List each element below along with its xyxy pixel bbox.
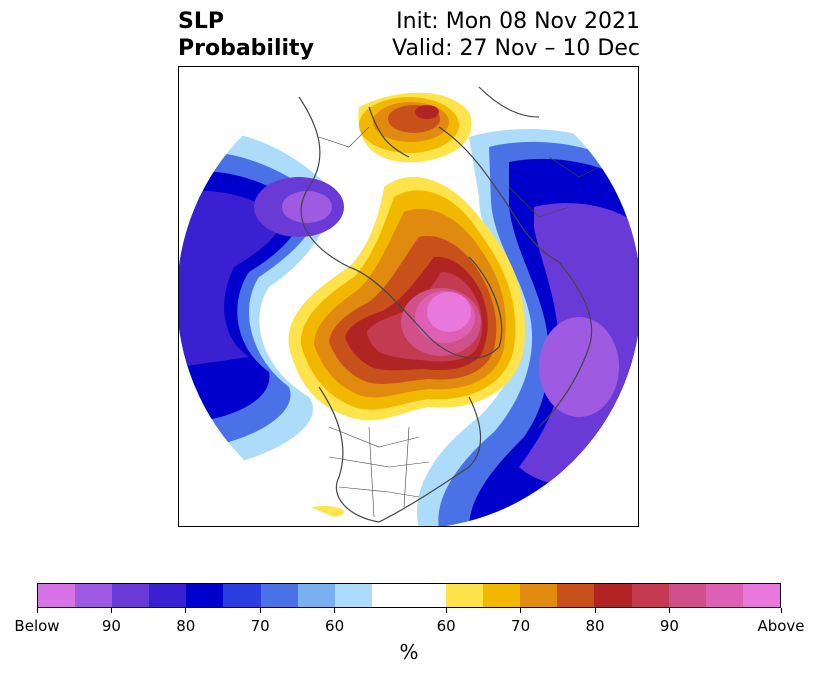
init-date: Init: Mon 08 Nov 2021 xyxy=(396,9,640,34)
colorbar-tick xyxy=(259,608,261,613)
colorbar-segment xyxy=(334,584,372,607)
title-line-1: SLP xyxy=(178,9,224,34)
colorbar-segment xyxy=(38,584,76,607)
probability-map xyxy=(179,67,638,526)
forecast-dates: Init: Mon 08 Nov 2021 Valid: 27 Nov – 10… xyxy=(392,8,640,62)
colorbar-segment xyxy=(75,584,113,607)
colorbar-label: 80 xyxy=(585,617,605,635)
valid-range: Valid: 27 Nov – 10 Dec xyxy=(392,36,640,61)
colorbar-label: 90 xyxy=(659,617,679,635)
colorbar-segment xyxy=(631,584,669,607)
colorbar-segment xyxy=(260,584,298,607)
colorbar-segment xyxy=(594,584,632,607)
colorbar-segment xyxy=(149,584,187,607)
colorbar-tick xyxy=(668,608,670,613)
colorbar-segment xyxy=(112,584,150,607)
colorbar-tick xyxy=(445,608,447,613)
colorbar-segment xyxy=(742,584,780,607)
colorbar-segment xyxy=(371,584,409,607)
title-line-2: Probability xyxy=(178,36,314,61)
borders xyxy=(318,126,600,518)
colorbar-segment xyxy=(446,584,484,607)
colorbar-segment xyxy=(520,584,558,607)
colorbar-tick xyxy=(594,608,596,613)
colorbar-unit: % xyxy=(399,640,419,664)
chart-title: SLP Probability xyxy=(178,8,314,62)
colorbar-segment xyxy=(186,584,224,607)
colorbar-tick xyxy=(780,608,782,613)
colorbar-segment xyxy=(557,584,595,607)
map-panel xyxy=(178,66,639,527)
colorbar-label: 70 xyxy=(250,617,270,635)
colorbar-segment xyxy=(223,584,261,607)
colorbar-label: 60 xyxy=(325,617,345,635)
colorbar xyxy=(37,583,781,608)
colorbar-tick xyxy=(334,608,336,613)
colorbar-label: Below xyxy=(14,617,60,635)
colorbar-tick xyxy=(36,608,38,613)
colorbar-segment xyxy=(705,584,743,607)
colorbar-label: 70 xyxy=(511,617,531,635)
colorbar-segment xyxy=(668,584,706,607)
colorbar-tick xyxy=(520,608,522,613)
colorbar-label: 80 xyxy=(176,617,196,635)
colorbar-segment xyxy=(483,584,521,607)
colorbar-label: 60 xyxy=(436,617,456,635)
colorbar-label: Above xyxy=(757,617,805,635)
colorbar-label: 90 xyxy=(101,617,121,635)
colorbar-tick xyxy=(185,608,187,613)
coastlines xyxy=(298,86,593,523)
colorbar-segment xyxy=(408,584,447,607)
colorbar-segment xyxy=(297,584,335,607)
colorbar-tick xyxy=(110,608,112,613)
